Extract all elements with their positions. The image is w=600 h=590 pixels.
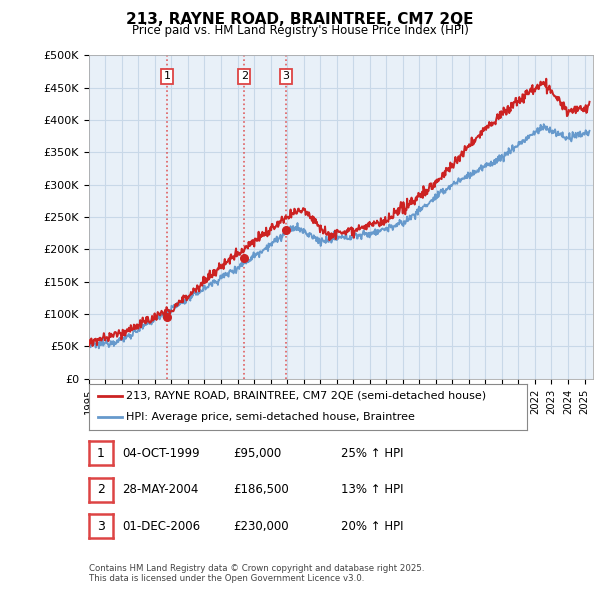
Text: 213, RAYNE ROAD, BRAINTREE, CM7 2QE: 213, RAYNE ROAD, BRAINTREE, CM7 2QE — [126, 12, 474, 27]
Text: 28-MAY-2004: 28-MAY-2004 — [122, 483, 198, 496]
Text: 04-OCT-1999: 04-OCT-1999 — [122, 447, 199, 460]
Text: £95,000: £95,000 — [233, 447, 281, 460]
Text: Price paid vs. HM Land Registry's House Price Index (HPI): Price paid vs. HM Land Registry's House … — [131, 24, 469, 37]
Text: £230,000: £230,000 — [233, 520, 289, 533]
Text: 20% ↑ HPI: 20% ↑ HPI — [341, 520, 403, 533]
Text: 01-DEC-2006: 01-DEC-2006 — [122, 520, 200, 533]
Text: HPI: Average price, semi-detached house, Braintree: HPI: Average price, semi-detached house,… — [126, 412, 415, 422]
Text: 3: 3 — [282, 71, 289, 81]
Text: 2: 2 — [241, 71, 248, 81]
Text: Contains HM Land Registry data © Crown copyright and database right 2025.
This d: Contains HM Land Registry data © Crown c… — [89, 563, 424, 583]
Text: £186,500: £186,500 — [233, 483, 289, 496]
Text: 2: 2 — [97, 483, 105, 496]
Text: 1: 1 — [164, 71, 171, 81]
Text: 13% ↑ HPI: 13% ↑ HPI — [341, 483, 403, 496]
Text: 213, RAYNE ROAD, BRAINTREE, CM7 2QE (semi-detached house): 213, RAYNE ROAD, BRAINTREE, CM7 2QE (sem… — [126, 391, 486, 401]
Text: 3: 3 — [97, 520, 105, 533]
Text: 25% ↑ HPI: 25% ↑ HPI — [341, 447, 403, 460]
Text: 1: 1 — [97, 447, 105, 460]
